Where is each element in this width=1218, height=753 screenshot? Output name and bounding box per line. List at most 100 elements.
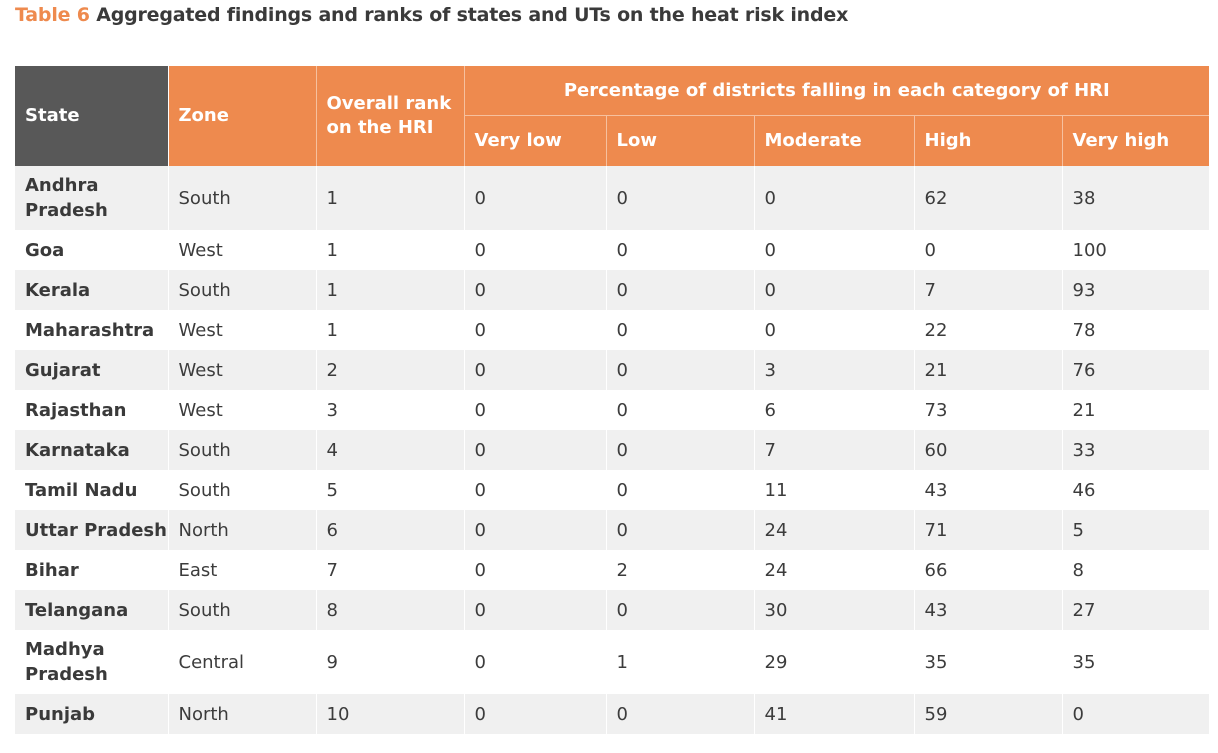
- heat-risk-table: State Zone Overall rank on the HRI Perce…: [15, 66, 1210, 734]
- cell-low: 2: [606, 550, 755, 590]
- cell-zone: West: [168, 350, 317, 390]
- table-title: Aggregated findings and ranks of states …: [96, 4, 849, 26]
- cell-low: 0: [606, 166, 755, 230]
- cell-rank: 9: [316, 630, 465, 694]
- table-row: Tamil Nadu South 5 0 0 11 43 46: [15, 470, 1209, 510]
- header-state: State: [15, 66, 169, 166]
- cell-moderate: 24: [754, 550, 915, 590]
- table-row: Rajasthan West 3 0 0 6 73 21: [15, 390, 1209, 430]
- cell-state: Gujarat: [15, 350, 169, 390]
- cell-state: Rajasthan: [15, 390, 169, 430]
- cell-low: 0: [606, 590, 755, 630]
- cell-very-low: 0: [464, 270, 607, 310]
- cell-state: Kerala: [15, 270, 169, 310]
- cell-high: 59: [914, 694, 1063, 734]
- cell-high: 66: [914, 550, 1063, 590]
- cell-very-low: 0: [464, 630, 607, 694]
- cell-high: 71: [914, 510, 1063, 550]
- header-percentage-group: Percentage of districts falling in each …: [464, 66, 1210, 116]
- cell-very-low: 0: [464, 390, 607, 430]
- cell-rank: 5: [316, 470, 465, 510]
- table-row: Gujarat West 2 0 0 3 21 76: [15, 350, 1210, 390]
- cell-rank: 4: [316, 430, 465, 470]
- cell-moderate: 41: [754, 694, 915, 734]
- cell-very-high: 21: [1072, 399, 1096, 421]
- header-low: Low: [606, 115, 755, 166]
- cell-low: 0: [606, 694, 755, 734]
- cell-moderate: 0: [754, 230, 915, 270]
- cell-very-low: 0: [464, 430, 607, 470]
- table-row: Kerala South 1 0 0 0 7 93: [15, 270, 1210, 310]
- cell-state: Punjab: [15, 694, 169, 734]
- cell-moderate: 0: [754, 310, 915, 350]
- table-header: State Zone Overall rank on the HRI Perce…: [15, 66, 1210, 166]
- cell-very-high: 38: [1062, 166, 1210, 230]
- cell-moderate: 6: [754, 390, 915, 430]
- cell-zone: West: [168, 310, 317, 350]
- cell-moderate: 7: [754, 430, 915, 470]
- cell-very-low: 0: [464, 550, 607, 590]
- cell-low: 0: [606, 430, 755, 470]
- cell-very-low: 0: [464, 166, 607, 230]
- cell-moderate: 29: [754, 630, 915, 694]
- cell-rank: 1: [316, 166, 465, 230]
- cell-very-high: 76: [1062, 350, 1210, 390]
- cell-low: 0: [606, 310, 755, 350]
- table-row: Andhra Pradesh South 1 0 0 0 62 38: [15, 166, 1210, 230]
- header-very-low: Very low: [464, 115, 607, 166]
- cell-high: 60: [914, 430, 1063, 470]
- cell-moderate: 0: [754, 166, 915, 230]
- table-row: Madhya Pradesh Central 9 0 1 29 35 35: [15, 630, 1209, 694]
- cell-very-high: 27: [1062, 590, 1210, 630]
- cell-state: Bihar: [15, 550, 169, 590]
- cell-very-low: 0: [464, 470, 607, 510]
- cell-rank: 1: [316, 270, 465, 310]
- cell-low: 1: [606, 630, 755, 694]
- cell-state: Uttar Pradesh: [15, 510, 169, 550]
- cell-low: 0: [606, 270, 755, 310]
- cell-state: Madhya Pradesh: [15, 630, 169, 694]
- cell-very-high: 5: [1062, 510, 1210, 550]
- cell-rank: 6: [316, 510, 465, 550]
- cell-rank: 7: [316, 550, 465, 590]
- cell-very-low: 0: [464, 230, 607, 270]
- table-row: Goa West 1 0 0 0 0 100: [15, 230, 1209, 270]
- table-row: Punjab North 10 0 0 41 59 0: [15, 694, 1210, 734]
- header-high: High: [914, 115, 1063, 166]
- cell-very-high: 78: [1072, 319, 1096, 341]
- cell-state: Andhra Pradesh: [15, 166, 169, 230]
- cell-very-high: 8: [1072, 559, 1084, 581]
- cell-rank: 1: [316, 230, 465, 270]
- cell-state: Maharashtra: [15, 310, 169, 350]
- cell-rank: 10: [316, 694, 465, 734]
- cell-rank: 2: [316, 350, 465, 390]
- cell-very-low: 0: [464, 350, 607, 390]
- cell-zone: West: [168, 230, 317, 270]
- cell-moderate: 24: [754, 510, 915, 550]
- cell-very-low: 0: [464, 590, 607, 630]
- cell-high: 73: [914, 390, 1063, 430]
- table-number: Table 6: [15, 4, 90, 26]
- cell-state: Tamil Nadu: [15, 470, 169, 510]
- cell-zone: South: [168, 430, 317, 470]
- cell-moderate: 11: [754, 470, 915, 510]
- cell-low: 0: [606, 230, 755, 270]
- cell-zone: South: [168, 166, 317, 230]
- cell-very-high: 35: [1072, 651, 1096, 673]
- cell-high: 7: [914, 270, 1063, 310]
- cell-high: 43: [914, 470, 1063, 510]
- cell-high: 35: [914, 630, 1063, 694]
- cell-zone: Central: [168, 630, 317, 694]
- cell-state: Telangana: [15, 590, 169, 630]
- table-caption: Table 6 Aggregated findings and ranks of…: [15, 4, 848, 26]
- header-rank: Overall rank on the HRI: [316, 66, 465, 166]
- table-row: Maharashtra West 1 0 0 0 22 78: [15, 310, 1209, 350]
- cell-very-low: 0: [464, 310, 607, 350]
- cell-zone: North: [168, 510, 317, 550]
- cell-high: 43: [914, 590, 1063, 630]
- cell-low: 0: [606, 470, 755, 510]
- header-very-high: Very high: [1062, 115, 1210, 166]
- cell-high: 22: [914, 310, 1063, 350]
- table-body: Andhra Pradesh South 1 0 0 0 62 38 Goa W…: [15, 166, 1210, 734]
- cell-low: 0: [606, 510, 755, 550]
